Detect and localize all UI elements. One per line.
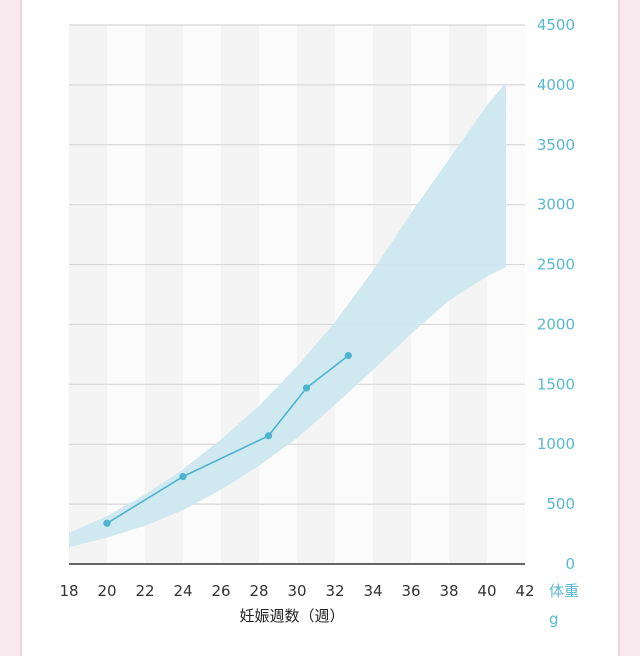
- chart-card: 18 20 22 24 26 28 30 32 34 36 38 40 42 0 500 1000 1500 2…: [20, 0, 620, 656]
- x-tick-label: 22: [135, 582, 154, 600]
- x-axis-label: 妊娠週数（週）: [239, 607, 344, 625]
- x-tick-label: 20: [97, 582, 116, 600]
- x-tick-label: 36: [401, 582, 420, 600]
- x-tick-label: 30: [287, 582, 306, 600]
- y-tick-label: 4000: [537, 76, 575, 94]
- x-tick-label: 38: [439, 582, 458, 600]
- x-tick-label: 18: [59, 582, 78, 600]
- y-tick-label: 3000: [537, 196, 575, 214]
- x-tick-label: 26: [211, 582, 230, 600]
- data-point: [302, 384, 311, 392]
- x-tick-labels: 18 20 22 24 26 28 30 32 34 36 38 40 42: [59, 582, 534, 600]
- standard-range-band: [69, 82, 506, 548]
- y-tick-label: 500: [546, 495, 575, 513]
- data-point: [264, 432, 273, 440]
- y-tick-label: 2500: [537, 256, 575, 274]
- y-tick-label: 4500: [537, 16, 575, 34]
- y-tick-label: 3500: [537, 136, 575, 154]
- y-axis-unit: g: [549, 610, 559, 628]
- column-band: [69, 25, 107, 564]
- column-band: [107, 25, 145, 564]
- data-point: [103, 519, 111, 527]
- range-band: [69, 82, 506, 548]
- y-tick-label: 2000: [537, 315, 575, 333]
- y-tick-label: 1000: [537, 435, 575, 453]
- y-tick-label: 0: [565, 555, 575, 573]
- x-tick-label: 28: [249, 582, 268, 600]
- y-axis-label: 体重: [549, 582, 579, 600]
- data-point: [179, 472, 187, 481]
- x-tick-label: 34: [363, 582, 382, 600]
- growth-chart: 18 20 22 24 26 28 30 32 34 36 38 40 42 0 500 1000 1500 2…: [59, 16, 579, 628]
- x-tick-label: 42: [515, 582, 534, 600]
- data-point: [344, 351, 352, 360]
- x-tick-label: 32: [325, 582, 344, 600]
- x-tick-label: 40: [477, 582, 496, 600]
- column-band: [297, 25, 335, 564]
- series-group: [103, 351, 352, 527]
- y-tick-label: 1500: [537, 375, 575, 393]
- column-band: [259, 25, 297, 564]
- y-tick-labels: 0 500 1000 1500 2000 2500 3000 3500 4000 4500: [537, 16, 575, 573]
- x-tick-label: 24: [173, 582, 192, 600]
